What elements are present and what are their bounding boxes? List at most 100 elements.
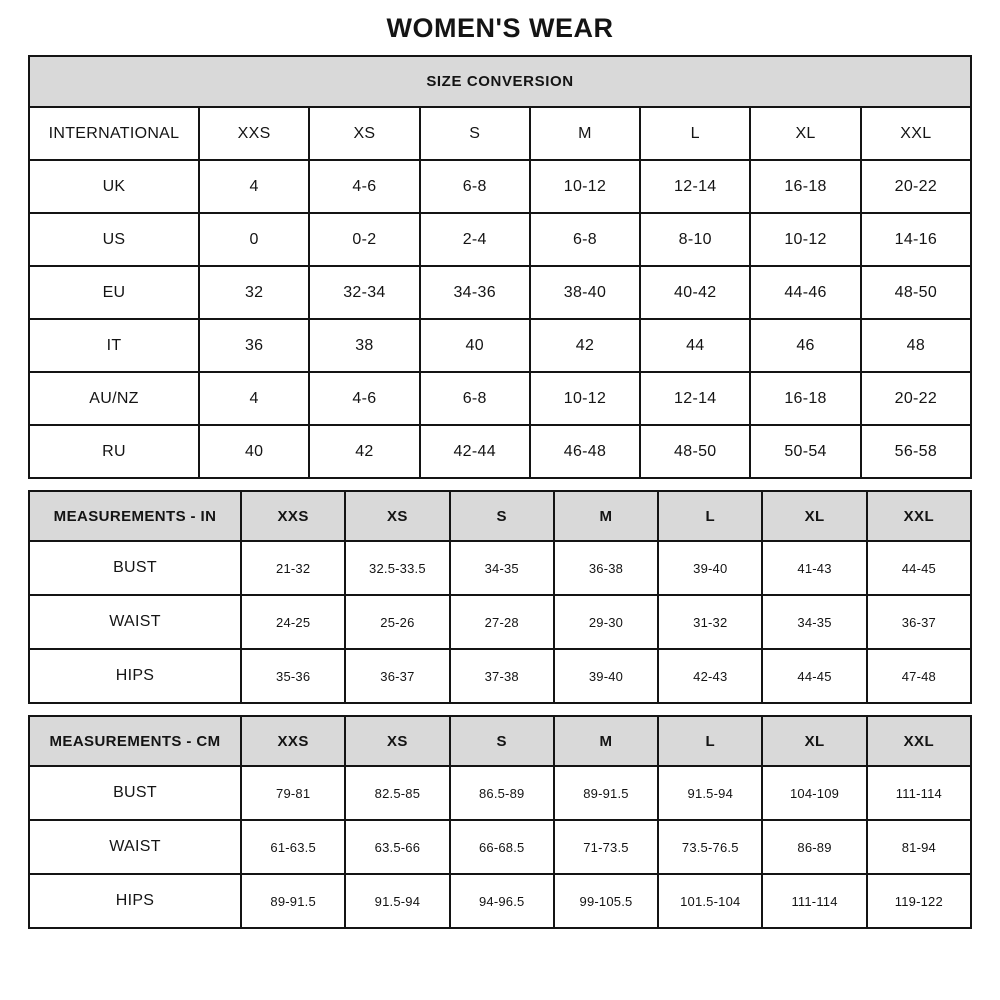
- table-row: UK 4 4-6 6-8 10-12 12-14 16-18 20-22: [28, 159, 973, 214]
- table-cell: 42-44: [418, 424, 531, 479]
- column-header: XL: [761, 490, 868, 542]
- table-cell: 37-38: [448, 648, 555, 704]
- table-cell: 89-91.5: [552, 765, 660, 821]
- row-label: INTERNATIONAL: [28, 106, 200, 161]
- table-title: SIZE CONVERSION: [28, 55, 972, 108]
- table-cell: 20-22: [859, 159, 973, 214]
- table-row: BUST 21-32 32.5-33.5 34-35 36-38 39-40 41-43 44…: [28, 540, 973, 596]
- table-cell: 32: [197, 265, 311, 320]
- table-cell: 39-40: [657, 540, 764, 596]
- column-header: M: [552, 715, 660, 767]
- table-cell: 82.5-85: [344, 765, 451, 821]
- column-header: XXL: [865, 715, 973, 767]
- table-row: IT 36 38 40 42 44 46 48: [28, 318, 973, 373]
- table-cell: 35-36: [239, 648, 347, 704]
- table-cell: 36-37: [865, 594, 973, 650]
- table-cell: 63.5-66: [344, 819, 451, 875]
- table-cell: 21-32: [239, 540, 347, 596]
- row-label: EU: [28, 265, 200, 320]
- size-conversion-table: SIZE CONVERSION INTERNATIONAL XXS XS S M L XL XX…: [28, 55, 973, 479]
- measurements-cm-table: MEASUREMENTS - CM XXS XS S M L XL XXL BUST 79-81 8…: [28, 715, 973, 929]
- table-cell: 38: [308, 318, 421, 373]
- column-header: XXL: [865, 490, 973, 542]
- column-header: M: [552, 490, 660, 542]
- table-cell: XS: [308, 106, 421, 161]
- table-cell: M: [528, 106, 642, 161]
- table-cell: 44-45: [761, 648, 868, 704]
- table-cell: 16-18: [749, 371, 862, 426]
- table-cell: 39-40: [552, 648, 660, 704]
- table-row: INTERNATIONAL XXS XS S M L XL XXL: [28, 106, 973, 161]
- table-cell: 46: [749, 318, 862, 373]
- table-header-label: MEASUREMENTS - CM: [28, 715, 242, 767]
- table-cell: 6-8: [418, 159, 531, 214]
- table-cell: 48-50: [639, 424, 752, 479]
- table-cell: 42-43: [657, 648, 764, 704]
- table-cell: 38-40: [528, 265, 642, 320]
- table-row: BUST 79-81 82.5-85 86.5-89 89-91.5 91.5-94 104…: [28, 765, 973, 821]
- table-cell: 10-12: [528, 371, 642, 426]
- table-cell: 48-50: [859, 265, 973, 320]
- row-label: HIPS: [28, 873, 242, 929]
- row-label: IT: [28, 318, 200, 373]
- table-cell: 12-14: [639, 159, 752, 214]
- table-cell: 44-45: [865, 540, 973, 596]
- table-cell: 16-18: [749, 159, 862, 214]
- column-header: XXS: [239, 490, 347, 542]
- table-title-row: SIZE CONVERSION: [28, 55, 972, 108]
- table-row: RU 40 42 42-44 46-48 48-50 50-54 56-58: [28, 424, 973, 479]
- table-cell: 46-48: [528, 424, 642, 479]
- column-header: L: [657, 490, 764, 542]
- row-label: BUST: [28, 540, 242, 596]
- table-cell: 50-54: [749, 424, 862, 479]
- table-cell: 40: [418, 318, 531, 373]
- table-cell: 32.5-33.5: [344, 540, 451, 596]
- table-cell: 27-28: [448, 594, 555, 650]
- table-cell: 86.5-89: [448, 765, 555, 821]
- page-title: WOMEN'S WEAR: [386, 13, 614, 43]
- table-cell: 2-4: [418, 212, 531, 267]
- table-cell: 36-37: [344, 648, 451, 704]
- table-cell: 61-63.5: [239, 819, 347, 875]
- table-cell: 101.5-104: [657, 873, 764, 929]
- table-cell: 91.5-94: [344, 873, 451, 929]
- table-cell: 0-2: [308, 212, 421, 267]
- table-header-row: MEASUREMENTS - IN XXS XS S M L XL XXL: [28, 490, 973, 542]
- column-header: L: [657, 715, 764, 767]
- table-cell: 20-22: [859, 371, 973, 426]
- table-cell: 8-10: [639, 212, 752, 267]
- table-cell: 99-105.5: [552, 873, 660, 929]
- table-cell: 4: [197, 371, 311, 426]
- table-cell: 4-6: [308, 371, 421, 426]
- table-cell: 32-34: [308, 265, 421, 320]
- table-cell: 91.5-94: [657, 765, 764, 821]
- table-row: US 0 0-2 2-4 6-8 8-10 10-12 14-16: [28, 212, 973, 267]
- table-cell: 0: [197, 212, 311, 267]
- table-cell: 4: [197, 159, 311, 214]
- table-cell: 24-25: [239, 594, 347, 650]
- table-cell: 42: [308, 424, 421, 479]
- table-cell: 66-68.5: [448, 819, 555, 875]
- table-cell: 86-89: [761, 819, 868, 875]
- row-label: BUST: [28, 765, 242, 821]
- table-cell: 34-35: [448, 540, 555, 596]
- column-header: XXS: [239, 715, 347, 767]
- column-header: XL: [761, 715, 868, 767]
- table-cell: 34-35: [761, 594, 868, 650]
- table-cell: 111-114: [865, 765, 973, 821]
- row-label: HIPS: [28, 648, 242, 704]
- table-cell: 40-42: [639, 265, 752, 320]
- table-cell: L: [639, 106, 752, 161]
- table-cell: 40: [197, 424, 311, 479]
- row-label: AU/NZ: [28, 371, 200, 426]
- column-header: S: [448, 715, 555, 767]
- table-cell: 44: [639, 318, 752, 373]
- table-cell: 25-26: [344, 594, 451, 650]
- table-cell: 111-114: [761, 873, 868, 929]
- table-cell: 81-94: [865, 819, 973, 875]
- table-cell: 4-6: [308, 159, 421, 214]
- table-cell: 36-38: [552, 540, 660, 596]
- table-row: EU 32 32-34 34-36 38-40 40-42 44-46 48-50: [28, 265, 973, 320]
- table-header-row: MEASUREMENTS - CM XXS XS S M L XL XXL: [28, 715, 973, 767]
